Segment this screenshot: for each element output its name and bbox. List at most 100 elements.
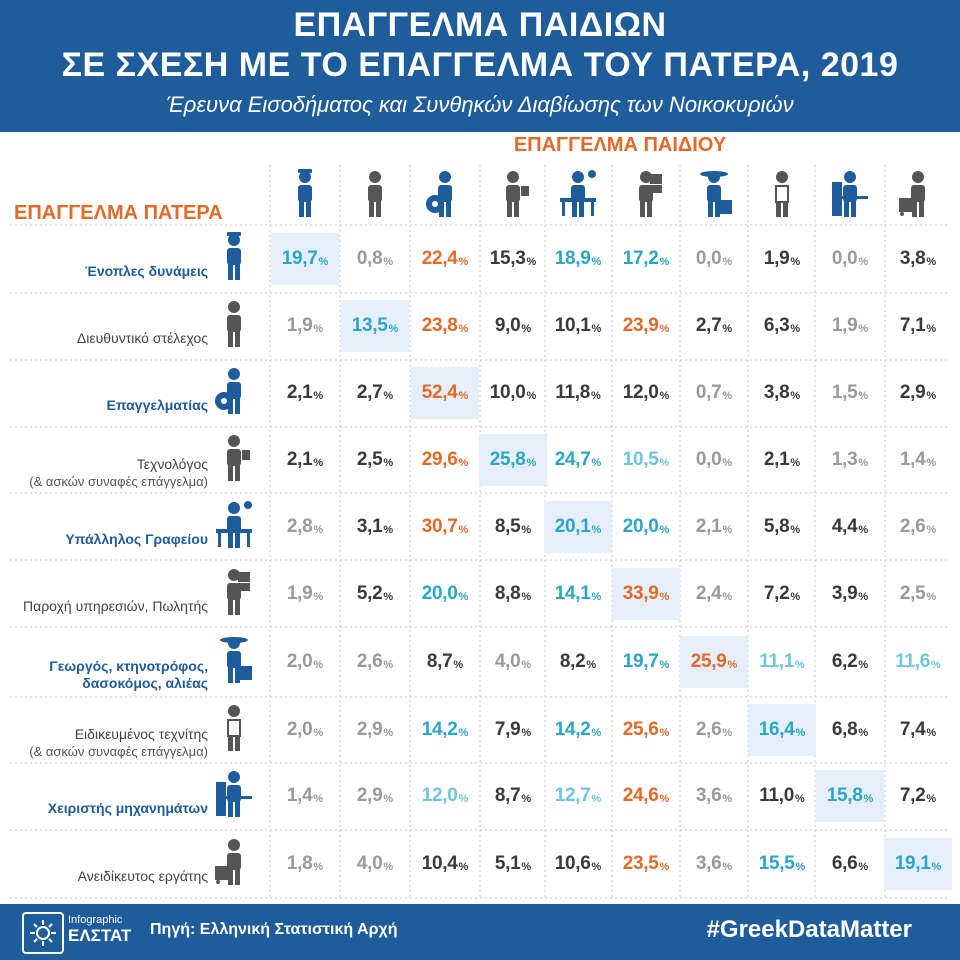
percent-sign: % [722,524,733,536]
percent-sign: % [858,861,869,873]
percent-sign: % [659,524,670,536]
table-cell: 19,1% [884,838,952,890]
cell-value: 10,5 [622,449,659,470]
professional-icon [410,168,480,218]
row-label: Γεωργός, κτηνοτρόφος, δασοκόμος, αλιέας [8,658,208,692]
percent-sign: % [526,256,537,268]
percent-sign: % [930,659,941,671]
table-cell: 20,0% [612,501,680,553]
percent-sign: % [591,591,602,603]
cell-value: 1,4 [286,785,313,806]
percent-sign: % [383,256,394,268]
percent-sign: % [521,524,532,536]
table-cell: 2,6% [341,636,409,688]
sales-worker-icon [212,561,256,621]
cell-value: 10,0 [489,382,526,403]
table-cell: 2,6% [884,501,952,553]
table-cell: 15,8% [816,770,884,822]
cell-value: 3,9 [831,583,858,604]
office-clerk-icon [212,494,256,554]
table-cell: 4,0% [341,838,409,890]
percent-sign: % [458,256,469,268]
footer-bar: Infographic ΕΛΣΤΑΤ Πηγή: Ελληνική Στατισ… [0,904,960,960]
percent-sign: % [790,524,801,536]
table-cell: 3,1% [341,501,409,553]
cell-value: 14,2 [554,719,591,740]
percent-sign: % [722,727,733,739]
table-cell: 6,3% [748,300,816,352]
table-cell: 10,0% [479,367,547,419]
sales-worker-icon [611,168,681,218]
cell-value: 4,0 [356,853,383,874]
row-label: Ένοπλες δυνάμεις [8,263,208,280]
percent-sign: % [526,390,537,402]
cell-value: 1,3 [831,449,858,470]
cell-value: 2,9 [356,785,383,806]
header-banner: ΕΠΑΓΓΕΛΜΑ ΠΑΙΔΙΩΝ ΣΕ ΣΧΕΣΗ ΜΕ ΤΟ ΕΠΑΓΓΕΛ… [0,0,960,132]
cell-value: 0,8 [356,248,383,269]
table-cell: 1,9% [271,300,339,352]
cell-value: 6,3 [763,315,790,336]
table-cell: 7,2% [884,770,952,822]
table-cell: 0,8% [341,233,409,285]
table-cell: 25,6% [612,704,680,756]
cell-value: 0,0 [695,449,722,470]
row-label-text: Διευθυντικό στέλεχος [76,330,208,346]
percent-sign: % [659,256,670,268]
row-label-text: Τεχνολόγος [136,456,208,472]
cell-value: 3,8 [763,382,790,403]
cell-value: 19,1 [894,853,931,874]
table-cell: 20,0% [411,568,479,620]
cell-value: 0,0 [831,248,858,269]
percent-sign: % [313,659,324,671]
table-cell: 10,5% [612,434,680,486]
cell-value: 24,7 [554,449,591,470]
percent-sign: % [659,861,670,873]
percent-sign: % [383,793,394,805]
percent-sign: % [858,659,869,671]
percent-sign: % [591,524,602,536]
table-cell: 2,9% [884,367,952,419]
logo-big-text: ΕΛΣΤΑΤ [68,926,132,945]
percent-sign: % [458,457,469,469]
percent-sign: % [659,323,670,335]
manager-icon [212,293,256,353]
table-cell: 3,6% [680,838,748,890]
percent-sign: % [521,861,532,873]
table-cell: 6,2% [816,636,884,688]
row-label-text: Ένοπλες δυνάμεις [84,263,208,279]
row-label-subtext: δασοκόμος, αλιέας [82,675,208,691]
table-cell: 1,9% [816,300,884,352]
percent-sign: % [383,457,394,469]
table-cell: 23,5% [612,838,680,890]
percent-sign: % [722,591,733,603]
cell-value: 7,4 [899,719,926,740]
cell-value: 25,6 [622,719,659,740]
percent-sign: % [858,390,869,402]
table-cell: 19,7% [271,233,339,285]
machine-operator-icon [212,763,256,823]
cell-value: 10,4 [421,853,458,874]
machine-operator-icon [815,168,885,218]
cell-value: 2,5 [356,449,383,470]
row-label-subtext: (& ασκών συναφές επάγγελμα) [29,474,208,489]
child-occupation-label: ΕΠΑΓΓΕΛΜΑ ΠΑΙΔΙΟΥ [513,134,727,156]
cell-value: 2,5 [899,583,926,604]
cell-value: 1,4 [899,449,926,470]
table-cell: 1,5% [816,367,884,419]
percent-sign: % [858,457,869,469]
percent-sign: % [591,793,602,805]
table-cell: 8,5% [479,501,547,553]
percent-sign: % [591,457,602,469]
cell-value: 7,1 [899,315,926,336]
row-label: Παροχή υπηρεσιών, Πωλητής [8,598,208,615]
soldier-icon [270,168,340,218]
table-cell: 7,2% [748,568,816,620]
table-cell: 2,1% [680,501,748,553]
percent-sign: % [926,591,937,603]
percent-sign: % [458,591,469,603]
cell-value: 2,1 [286,382,313,403]
row-label-subtext: (& ασκών συναφές επάγγελμα) [29,744,208,759]
table-cell: 2,0% [271,636,339,688]
cell-value: 11,8 [555,382,590,403]
